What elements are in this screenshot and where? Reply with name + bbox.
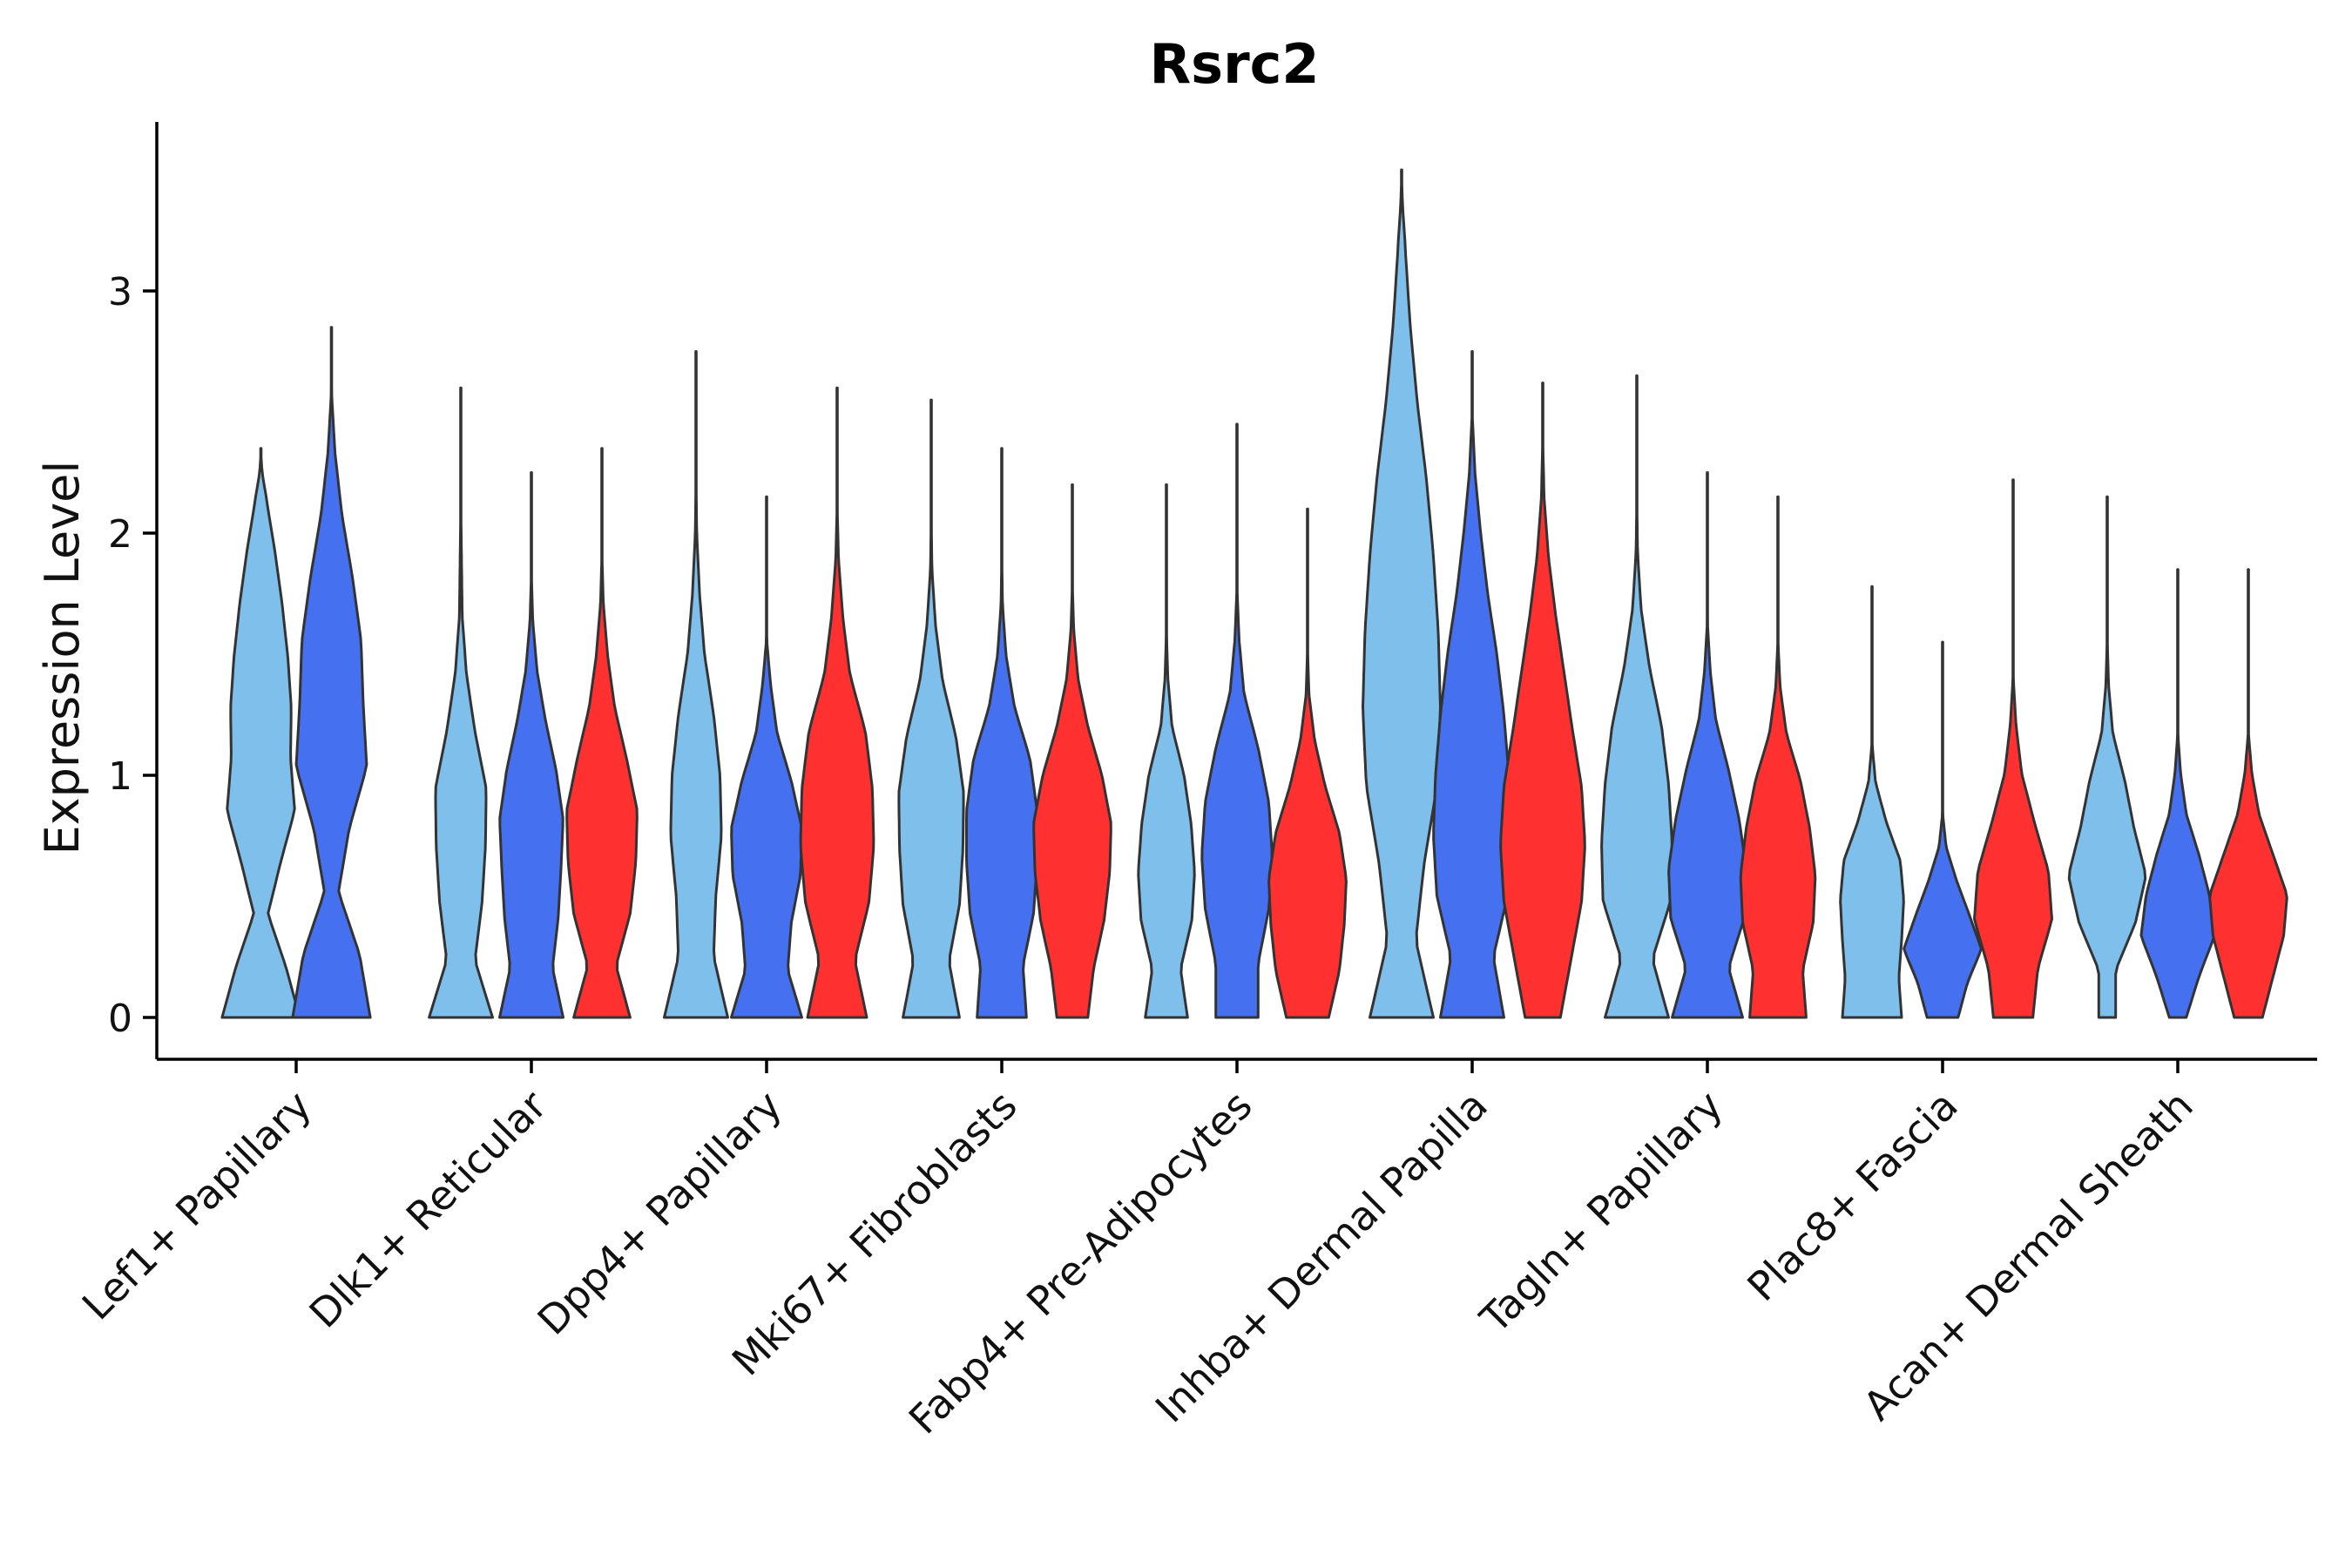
violin-4-group-3 (1032, 483, 1112, 1019)
violin-group (220, 168, 2288, 1019)
violin-3-group-1 (663, 350, 729, 1019)
violin-9-group-3 (2208, 568, 2288, 1019)
violin-9-group-2 (2139, 568, 2216, 1019)
violin-2-group-3 (565, 447, 639, 1019)
violin-2-group-1 (428, 386, 494, 1019)
violin-8-group-1 (1839, 585, 1905, 1019)
violin-2-group-2 (498, 471, 564, 1019)
violin-5-group-1 (1137, 483, 1196, 1019)
violin-1-group-1 (220, 447, 301, 1019)
violin-1-group-2 (291, 326, 372, 1019)
violin-7-group-1 (1600, 374, 1673, 1019)
violin-5-group-2 (1200, 422, 1274, 1019)
y-tick-label: 0 (108, 997, 132, 1041)
violin-8-group-2 (1903, 640, 1983, 1019)
violin-8-group-3 (1973, 478, 2053, 1019)
violin-6-group-3 (1499, 382, 1586, 1019)
y-tick-label: 3 (108, 270, 132, 314)
y-tick-label: 2 (108, 512, 132, 557)
violin-7-group-2 (1667, 471, 1747, 1019)
violin-5-group-3 (1267, 507, 1348, 1019)
violin-4-group-1 (897, 398, 965, 1019)
violin-3-group-3 (799, 386, 875, 1019)
y-axis: 0 1 2 3 (108, 122, 159, 1059)
y-axis-label: Expression Level (35, 461, 90, 855)
violin-7-group-3 (1739, 495, 1817, 1019)
chart-title: Rsrc2 (1149, 32, 1319, 96)
y-tick-label: 1 (108, 754, 132, 799)
violin-9-group-1 (2067, 495, 2147, 1019)
